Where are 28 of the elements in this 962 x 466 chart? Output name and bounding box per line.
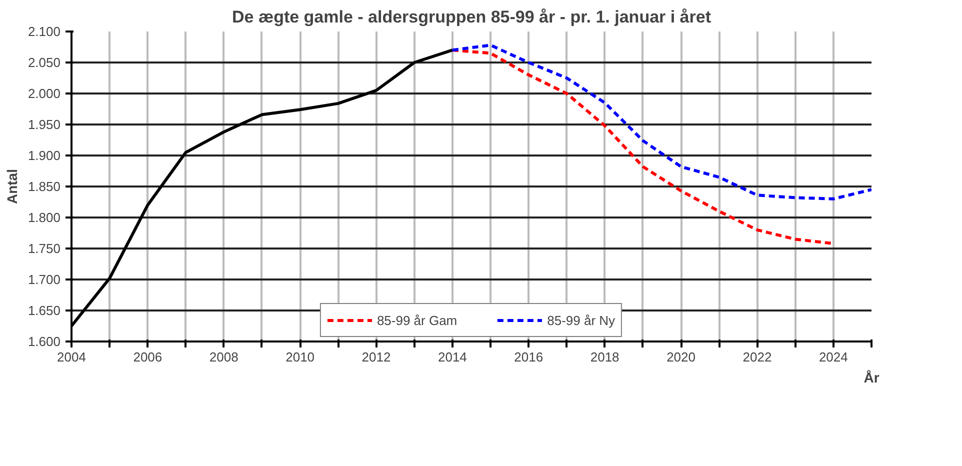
x-tick-label: 2012 xyxy=(362,350,391,364)
y-tick-label: 2.100 xyxy=(28,24,61,39)
y-tick-label: 1.800 xyxy=(28,210,61,225)
x-tick-label: 2008 xyxy=(209,350,238,364)
y-tick-label: 2.050 xyxy=(28,55,61,70)
legend-label: 85-99 år Ny xyxy=(547,312,616,328)
x-axis-title: År xyxy=(864,370,880,386)
x-tick-label: 2010 xyxy=(286,350,315,364)
y-tick-label: 1.950 xyxy=(28,117,61,132)
x-tick-label: 2024 xyxy=(818,350,848,364)
x-tick-label: 2006 xyxy=(133,350,162,364)
line-series xyxy=(450,44,872,200)
y-tick-label: 1.850 xyxy=(28,179,61,194)
x-tick-label: 2018 xyxy=(590,350,620,364)
y-tick-label: 1.650 xyxy=(28,303,61,318)
y-tick-label: 1.700 xyxy=(28,272,61,287)
x-tick-label: 2004 xyxy=(57,350,86,364)
y-axis-title: Antal xyxy=(4,169,20,204)
y-tick-label: 2.000 xyxy=(28,86,61,101)
x-tick-label: 2022 xyxy=(742,350,772,364)
y-tick-label: 1.750 xyxy=(28,241,61,256)
chart-title: De ægte gamle - aldersgruppen 85-99 år - pr. 1. januar i året xyxy=(232,8,712,26)
x-tick-label: 2020 xyxy=(666,350,696,364)
y-tick-label: 1.600 xyxy=(28,334,61,349)
y-tick-label: 1.900 xyxy=(28,148,61,163)
x-tick-label: 2016 xyxy=(514,350,544,364)
legend-label: 85-99 år Gam xyxy=(376,312,458,328)
x-tick-label: 2014 xyxy=(438,350,467,364)
